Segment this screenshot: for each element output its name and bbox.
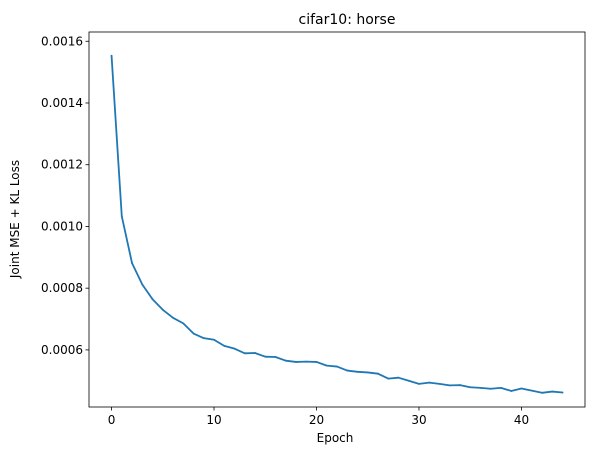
data-point bbox=[366, 371, 369, 374]
data-point bbox=[428, 381, 431, 384]
data-point bbox=[489, 387, 492, 390]
x-tick-label: 40 bbox=[514, 413, 529, 427]
data-point bbox=[161, 308, 164, 311]
y-tick-label: 0.0008 bbox=[41, 281, 83, 295]
y-tick-label: 0.0016 bbox=[41, 34, 83, 48]
data-point bbox=[223, 344, 226, 347]
data-point bbox=[479, 386, 482, 389]
x-tick-label: 20 bbox=[309, 413, 324, 427]
data-point bbox=[315, 361, 318, 363]
data-point bbox=[110, 54, 113, 57]
data-point bbox=[192, 332, 195, 335]
data-point bbox=[274, 356, 277, 358]
y-tick-label: 0.0012 bbox=[41, 158, 83, 172]
x-tick-label: 30 bbox=[411, 413, 426, 427]
data-point bbox=[254, 352, 256, 354]
data-point bbox=[305, 360, 308, 363]
data-point bbox=[120, 215, 123, 218]
ticks: 0 10 20 30 40 0.0006 0.0008 0.0010 0.0012 0.0014 0… bbox=[41, 34, 529, 427]
data-point bbox=[284, 359, 287, 362]
data-point bbox=[500, 386, 502, 389]
y-tick-label: 0.0006 bbox=[41, 343, 83, 357]
y-tick-label: 0.0010 bbox=[41, 219, 83, 233]
data-point bbox=[151, 298, 154, 301]
data-point bbox=[561, 391, 564, 394]
data-point bbox=[131, 262, 133, 265]
axes bbox=[88, 31, 586, 408]
y-axis-label: Joint MSE + KL Loss bbox=[8, 160, 22, 279]
series-layer bbox=[110, 54, 564, 394]
data-point bbox=[377, 372, 379, 375]
x-axis-label: Epoch bbox=[317, 431, 354, 445]
data-point bbox=[264, 355, 267, 358]
data-point bbox=[438, 382, 441, 385]
y-tick-label: 0.0014 bbox=[41, 96, 83, 110]
data-point bbox=[387, 377, 390, 380]
data-point bbox=[325, 364, 328, 367]
plot-frame bbox=[88, 31, 586, 408]
data-point bbox=[336, 365, 338, 368]
data-point bbox=[530, 389, 533, 392]
x-tick-label: 0 bbox=[108, 413, 116, 427]
data-point bbox=[346, 369, 349, 372]
data-point bbox=[213, 338, 215, 341]
data-point bbox=[407, 379, 410, 382]
chart-title: cifar10: horse bbox=[299, 12, 396, 28]
data-point bbox=[520, 387, 523, 390]
x-tick-label: 10 bbox=[206, 413, 221, 427]
data-point bbox=[418, 382, 420, 385]
data-point bbox=[551, 390, 554, 393]
data-point bbox=[541, 391, 543, 394]
data-point bbox=[459, 384, 461, 386]
data-point bbox=[469, 386, 472, 389]
loss-line bbox=[110, 54, 564, 394]
data-point bbox=[141, 283, 144, 286]
data-point bbox=[295, 361, 297, 363]
data-point bbox=[172, 316, 174, 319]
data-point bbox=[448, 384, 451, 387]
data-point bbox=[356, 370, 359, 373]
data-point bbox=[243, 352, 246, 355]
data-point bbox=[233, 347, 236, 350]
data-point bbox=[397, 376, 400, 379]
data-point bbox=[510, 390, 513, 392]
data-point bbox=[202, 337, 205, 340]
data-point bbox=[182, 322, 185, 325]
